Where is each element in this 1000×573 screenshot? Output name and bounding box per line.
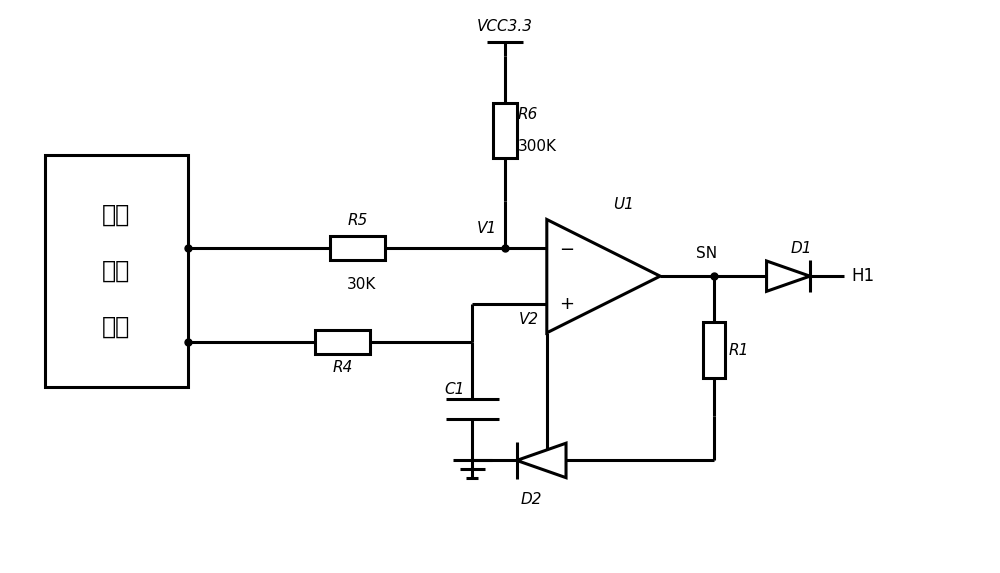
- Text: 信号: 信号: [102, 203, 130, 227]
- Bar: [493, 103, 517, 158]
- Text: $+$: $+$: [559, 296, 574, 313]
- Bar: [330, 236, 385, 260]
- Text: SN: SN: [696, 246, 717, 261]
- Text: 300K: 300K: [518, 139, 557, 154]
- Text: VCC3.3: VCC3.3: [477, 19, 533, 34]
- Text: 30K: 30K: [347, 277, 377, 292]
- Text: R4: R4: [332, 360, 353, 375]
- Bar: [703, 323, 725, 378]
- Text: D2: D2: [521, 492, 542, 507]
- Text: U1: U1: [613, 197, 634, 211]
- Bar: [315, 331, 370, 354]
- Text: $-$: $-$: [559, 239, 574, 257]
- Text: V2: V2: [519, 312, 539, 327]
- Polygon shape: [517, 443, 566, 478]
- Text: R5: R5: [347, 213, 368, 228]
- Text: R1: R1: [728, 343, 749, 358]
- Bar: [45, 155, 188, 387]
- Text: V1: V1: [477, 221, 497, 236]
- Text: 单元: 单元: [102, 315, 130, 338]
- Polygon shape: [547, 219, 660, 333]
- Polygon shape: [767, 261, 810, 291]
- Text: 采样: 采样: [102, 259, 130, 282]
- Text: C1: C1: [444, 382, 465, 397]
- Text: D1: D1: [790, 241, 812, 257]
- Text: H1: H1: [851, 267, 874, 285]
- Text: R6: R6: [518, 107, 538, 122]
